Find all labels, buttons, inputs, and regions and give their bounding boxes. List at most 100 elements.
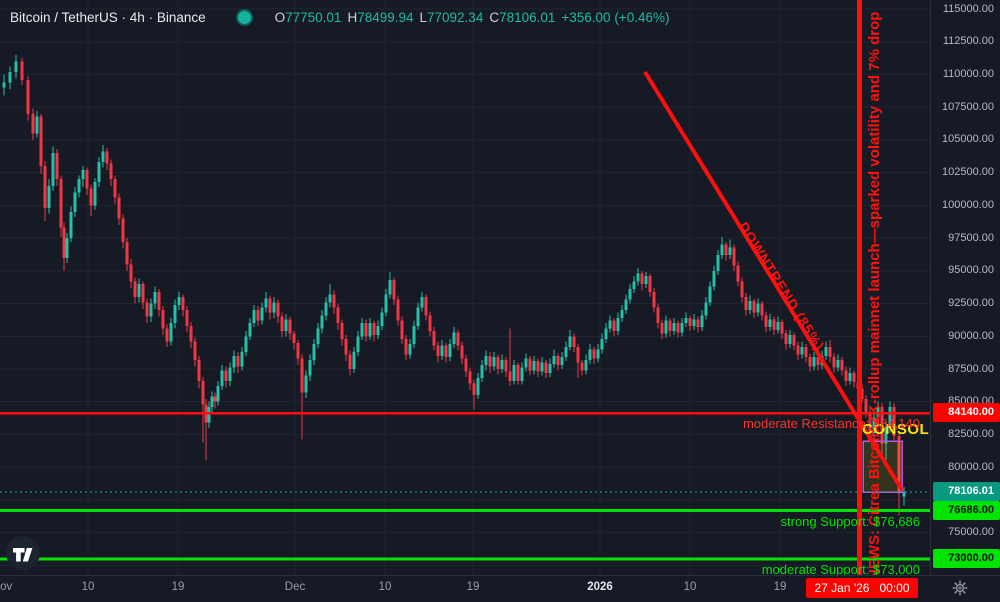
candle-body [201, 380, 205, 405]
candle-body [125, 242, 129, 265]
candle-body [512, 365, 516, 381]
candle-body [43, 166, 47, 209]
candle-body [216, 386, 220, 402]
candle-body [2, 82, 6, 88]
candle-body [137, 283, 141, 298]
symbol-title[interactable]: Bitcoin / TetherUS · 4h · Binance [10, 10, 206, 25]
candle-body [448, 344, 452, 358]
candle-body [640, 273, 644, 284]
candle-body [47, 185, 51, 209]
price-axis-label: 95000.00 [948, 264, 994, 277]
gear-icon[interactable] [951, 579, 969, 597]
price-axis-label: 75000.00 [948, 526, 994, 539]
candle-body [252, 310, 256, 324]
time-axis-label: Dec [284, 581, 306, 593]
candle-body [444, 345, 448, 358]
candle-body [516, 365, 520, 381]
candlestick-chart[interactable] [0, 0, 930, 575]
candle-body [744, 297, 748, 311]
symbol-legend: Bitcoin / TetherUS · 4h · Binance O 77750… [10, 9, 669, 26]
strong-support-annotation-label[interactable]: strong Support: $76,686 [780, 514, 921, 529]
time-axis[interactable]: 27 Jan '26 00:00 Nov 10 19 Dec 10 19 2026 10 19 [0, 575, 1000, 601]
candle-body [476, 378, 480, 396]
candle-body [432, 331, 436, 346]
resistance-annotation-label[interactable]: moderate Resistance: $84,140 [742, 416, 920, 431]
consolidation-box[interactable] [862, 440, 903, 493]
candle-body [376, 325, 380, 335]
candle-body [336, 307, 340, 324]
candle-body [736, 265, 740, 282]
news-event-line[interactable] [857, 0, 862, 575]
candle-body [696, 319, 700, 328]
candle-body [768, 319, 772, 328]
candle-body [572, 336, 576, 347]
price-badge: 73000.00 [933, 548, 1000, 568]
price-axis-label: 112500.00 [942, 35, 994, 48]
market-status-dot-icon[interactable] [235, 9, 253, 26]
candle-body [268, 298, 272, 313]
candle-body [228, 367, 232, 381]
candle-body [660, 323, 664, 334]
price-axis-label: 100000.00 [942, 198, 994, 211]
news-annotation-label[interactable]: NEWS: Citrea Bitcoin ZK-rollup mainnet l… [866, 11, 883, 575]
candle-body [852, 372, 856, 383]
candle-body [520, 367, 524, 381]
candle-body [456, 332, 460, 346]
chart-pane[interactable]: Bitcoin / TetherUS · 4h · Binance O 77750… [0, 0, 930, 575]
candle-body [181, 297, 185, 311]
candle-body [304, 375, 308, 393]
high-value: 78499.94 [357, 10, 414, 25]
candle-body [396, 299, 400, 321]
candle-body [540, 362, 544, 372]
moderate-support-annotation-label[interactable]: moderate Support: $73,000 [761, 562, 920, 575]
candle-body [276, 302, 280, 317]
candle-body [177, 297, 181, 305]
candle-body [902, 491, 906, 497]
candle-body [580, 362, 584, 371]
candle-body [173, 304, 177, 324]
candle-body [85, 170, 89, 189]
candle-body [784, 333, 788, 345]
time-axis-label: 10 [81, 581, 95, 593]
candle-body [117, 197, 121, 219]
candle-body [26, 79, 30, 114]
consolidation-annotation-label[interactable]: CONSOLIDATION [862, 421, 930, 438]
candle-body [416, 307, 420, 326]
close-label: C [489, 10, 500, 25]
price-axis-label: 82500.00 [948, 427, 994, 440]
candle-body [844, 370, 848, 381]
candle-body [552, 355, 556, 364]
news-time-badge: 27 Jan '26 00:00 [806, 578, 918, 598]
candle-body [760, 303, 764, 316]
candle-body [244, 336, 248, 353]
price-axis-label: 90000.00 [948, 329, 994, 342]
candle-body [756, 303, 760, 313]
candle-body [460, 345, 464, 359]
candle-body [352, 352, 356, 370]
price-axis-label: 115000.00 [942, 2, 994, 15]
time-axis-label: 19 [171, 581, 185, 593]
candle-body [808, 357, 812, 367]
candle-body [532, 361, 536, 371]
candle-body [636, 273, 640, 282]
candle-body [440, 345, 444, 356]
price-axis[interactable]: 115000.00 112500.00 110000.00 107500.00 1050… [930, 0, 1000, 575]
candle-body [544, 362, 548, 373]
candle-body [105, 151, 109, 164]
candle-body [81, 170, 85, 180]
candle-body [292, 333, 296, 343]
candle-body [748, 300, 752, 311]
candle-body [280, 316, 284, 332]
candle-body [772, 319, 776, 330]
candle-body [380, 312, 384, 326]
candle-body [788, 334, 792, 345]
candle-body [133, 281, 137, 298]
candle-body [780, 321, 784, 334]
candle-body [97, 162, 101, 182]
candle-body [20, 61, 24, 80]
candle-body [600, 338, 604, 350]
candle-body [220, 370, 224, 387]
tradingview-logo[interactable] [6, 536, 40, 570]
candle-body [93, 181, 97, 206]
candle-body [368, 323, 372, 337]
